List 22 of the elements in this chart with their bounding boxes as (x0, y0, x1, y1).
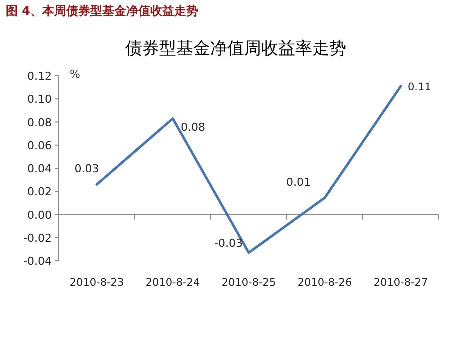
data-label: 0.01 (286, 176, 311, 189)
chart-title: 图 4、本周债券型基金净值收益走势 (6, 4, 199, 18)
y-tick-label: 0.08 (28, 116, 52, 130)
data-label: 0.11 (408, 81, 432, 94)
data-label: -0.03 (214, 236, 243, 250)
x-tick-label: 2010-8-23 (70, 277, 124, 289)
data-label: 0.08 (181, 120, 206, 134)
x-tick-label: 2010-8-25 (222, 277, 276, 289)
x-tick-label: 2010-8-27 (374, 277, 428, 289)
y-tick-label: 0.06 (28, 139, 52, 152)
y-tick-label: -0.04 (24, 255, 52, 268)
y-tick-label: -0.02 (24, 232, 52, 245)
y-tick-label: 0.00 (28, 208, 52, 222)
chart-subtitle: 债券型基金净值周收益率走势 (126, 39, 346, 59)
y-tick-label: 0.12 (28, 70, 52, 83)
x-tick-label: 2010-8-26 (298, 277, 352, 289)
data-label: 0.03 (74, 162, 100, 176)
y-tick-label: 0.04 (28, 162, 52, 176)
y-tick-label: 0.10 (28, 93, 52, 106)
y-axis-title: % (70, 68, 80, 81)
x-tick-label: 2010-8-24 (146, 277, 200, 289)
y-tick-label: 0.02 (28, 186, 52, 199)
